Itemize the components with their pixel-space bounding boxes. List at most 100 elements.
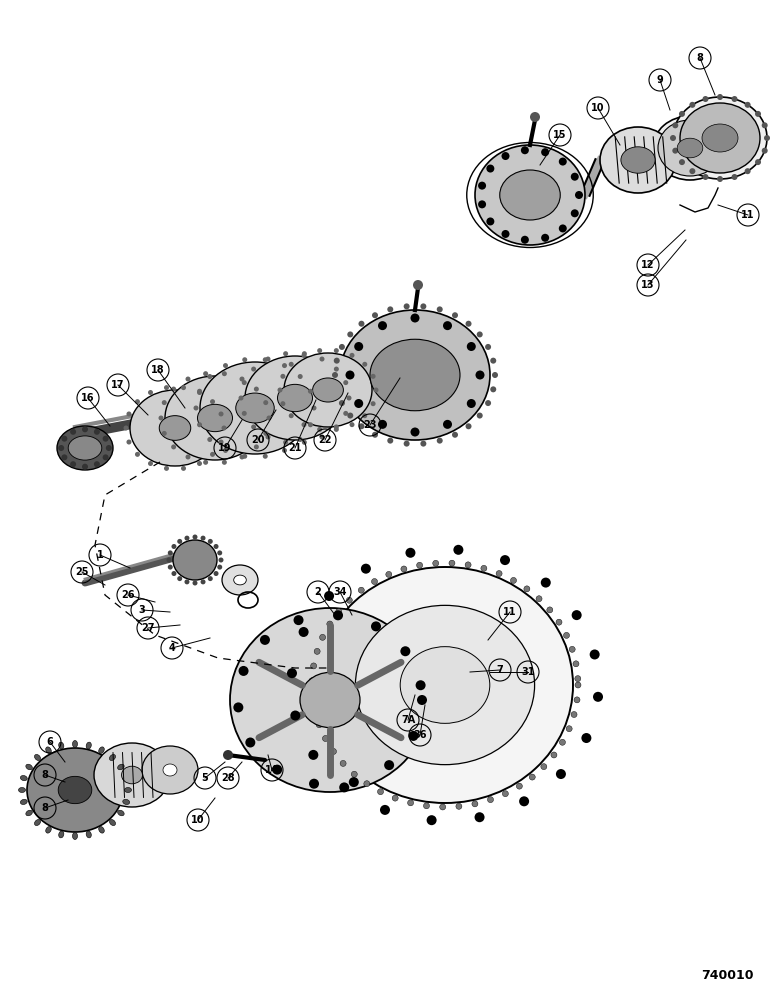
Ellipse shape bbox=[35, 754, 41, 761]
Ellipse shape bbox=[235, 393, 274, 423]
Circle shape bbox=[106, 445, 112, 451]
Circle shape bbox=[164, 466, 169, 471]
Circle shape bbox=[717, 94, 723, 100]
Circle shape bbox=[312, 707, 318, 713]
Ellipse shape bbox=[142, 746, 198, 794]
Circle shape bbox=[510, 577, 516, 583]
Circle shape bbox=[745, 102, 750, 108]
Circle shape bbox=[388, 306, 393, 312]
Circle shape bbox=[185, 579, 189, 584]
Circle shape bbox=[282, 448, 287, 453]
Text: 36: 36 bbox=[413, 730, 427, 740]
Circle shape bbox=[490, 386, 496, 392]
Circle shape bbox=[332, 372, 338, 378]
Circle shape bbox=[453, 545, 463, 555]
Circle shape bbox=[171, 544, 177, 549]
Circle shape bbox=[262, 357, 268, 362]
Ellipse shape bbox=[123, 799, 130, 804]
Circle shape bbox=[354, 399, 363, 408]
Circle shape bbox=[197, 461, 202, 466]
Circle shape bbox=[371, 374, 376, 379]
Circle shape bbox=[466, 423, 472, 429]
Text: 7: 7 bbox=[496, 665, 503, 675]
Ellipse shape bbox=[300, 672, 360, 728]
Circle shape bbox=[280, 374, 286, 379]
Circle shape bbox=[516, 783, 523, 789]
Ellipse shape bbox=[117, 810, 124, 816]
Circle shape bbox=[148, 461, 153, 466]
Ellipse shape bbox=[653, 116, 727, 180]
Circle shape bbox=[124, 426, 128, 430]
Text: 11: 11 bbox=[741, 210, 755, 220]
Circle shape bbox=[280, 401, 286, 406]
Ellipse shape bbox=[173, 540, 217, 580]
Ellipse shape bbox=[370, 339, 460, 411]
Circle shape bbox=[703, 96, 709, 102]
Circle shape bbox=[581, 733, 591, 743]
Circle shape bbox=[82, 426, 88, 432]
Ellipse shape bbox=[86, 742, 91, 749]
Circle shape bbox=[371, 401, 376, 406]
Circle shape bbox=[401, 566, 407, 572]
Circle shape bbox=[717, 176, 723, 182]
Circle shape bbox=[239, 454, 245, 459]
Circle shape bbox=[358, 587, 364, 593]
Circle shape bbox=[135, 399, 140, 404]
Circle shape bbox=[282, 363, 287, 368]
Text: 31: 31 bbox=[521, 667, 535, 677]
Circle shape bbox=[411, 428, 419, 436]
Circle shape bbox=[556, 619, 562, 625]
Circle shape bbox=[127, 411, 131, 416]
Text: 20: 20 bbox=[251, 435, 265, 445]
Ellipse shape bbox=[25, 764, 32, 770]
Circle shape bbox=[94, 461, 100, 467]
Circle shape bbox=[242, 380, 247, 385]
Ellipse shape bbox=[313, 378, 344, 402]
Circle shape bbox=[197, 422, 202, 427]
Circle shape bbox=[302, 353, 306, 358]
Text: 23: 23 bbox=[364, 420, 377, 430]
Circle shape bbox=[755, 159, 761, 165]
Circle shape bbox=[197, 389, 202, 394]
Circle shape bbox=[266, 357, 270, 362]
Circle shape bbox=[185, 454, 191, 459]
Circle shape bbox=[679, 111, 685, 117]
Circle shape bbox=[171, 387, 176, 392]
Ellipse shape bbox=[20, 776, 27, 781]
Circle shape bbox=[167, 558, 171, 562]
Text: 9: 9 bbox=[657, 75, 663, 85]
Circle shape bbox=[490, 358, 496, 364]
Circle shape bbox=[201, 579, 205, 584]
Circle shape bbox=[239, 395, 243, 400]
Circle shape bbox=[311, 406, 317, 410]
Text: 14: 14 bbox=[266, 765, 279, 775]
Circle shape bbox=[245, 738, 256, 748]
Circle shape bbox=[283, 440, 288, 445]
Circle shape bbox=[559, 224, 567, 232]
Ellipse shape bbox=[86, 831, 91, 838]
Circle shape bbox=[361, 564, 371, 574]
Circle shape bbox=[223, 448, 228, 453]
Circle shape bbox=[575, 682, 581, 688]
Ellipse shape bbox=[677, 138, 703, 158]
Circle shape bbox=[214, 571, 218, 576]
Circle shape bbox=[309, 678, 315, 684]
Circle shape bbox=[339, 782, 349, 792]
Ellipse shape bbox=[19, 788, 25, 792]
Ellipse shape bbox=[340, 310, 490, 440]
Circle shape bbox=[208, 437, 212, 442]
Circle shape bbox=[477, 331, 482, 337]
Ellipse shape bbox=[230, 608, 430, 792]
Circle shape bbox=[222, 371, 227, 376]
Text: 17: 17 bbox=[111, 380, 125, 390]
Circle shape bbox=[168, 565, 173, 570]
Circle shape bbox=[317, 427, 322, 432]
Circle shape bbox=[433, 560, 438, 566]
Circle shape bbox=[289, 362, 293, 367]
Circle shape bbox=[203, 371, 208, 376]
Circle shape bbox=[388, 438, 393, 444]
Circle shape bbox=[350, 353, 354, 358]
Ellipse shape bbox=[94, 743, 170, 807]
Circle shape bbox=[427, 815, 437, 825]
Ellipse shape bbox=[702, 124, 738, 152]
